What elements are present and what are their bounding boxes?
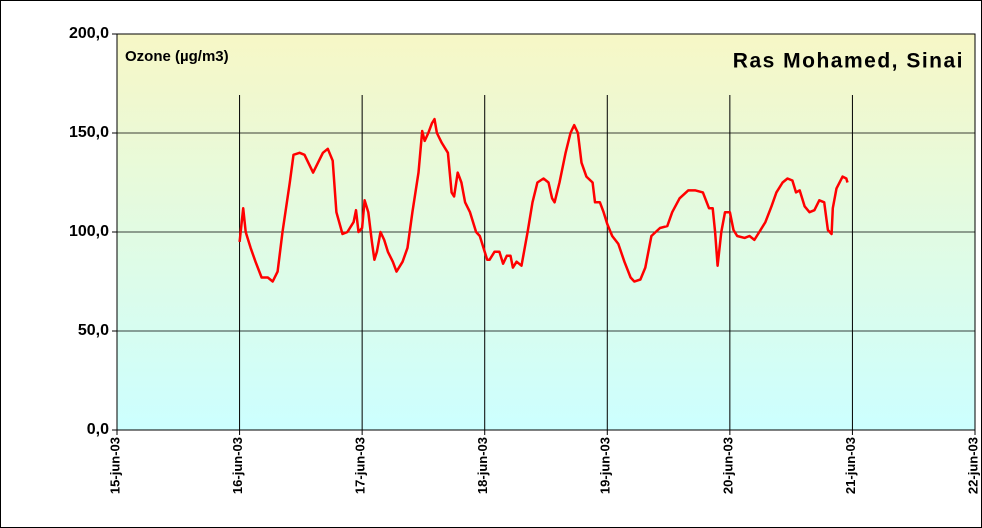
- y-tick-label: 150,0: [69, 124, 109, 141]
- chart-title: Ras Mohamed, Sinai: [733, 50, 964, 73]
- x-tick-label: 17-jun-03: [353, 437, 368, 494]
- x-tick-label: 19-jun-03: [598, 437, 613, 494]
- x-tick-label: 21-jun-03: [843, 437, 858, 494]
- x-tick-label: 16-jun-03: [230, 437, 245, 494]
- x-tick-label: 22-jun-03: [965, 437, 980, 494]
- x-tick-label: 18-jun-03: [475, 437, 490, 494]
- y-tick-label: 200,0: [69, 25, 109, 42]
- y-tick-label: 50,0: [78, 322, 109, 339]
- y-tick-label: 100,0: [69, 223, 109, 240]
- y-axis-label: Ozone (µg/m3): [125, 48, 229, 65]
- x-tick-label: 15-jun-03: [107, 437, 122, 494]
- y-tick-label: 0,0: [87, 421, 109, 438]
- data-line: [238, 117, 849, 283]
- x-tick-label: 20-jun-03: [720, 437, 735, 494]
